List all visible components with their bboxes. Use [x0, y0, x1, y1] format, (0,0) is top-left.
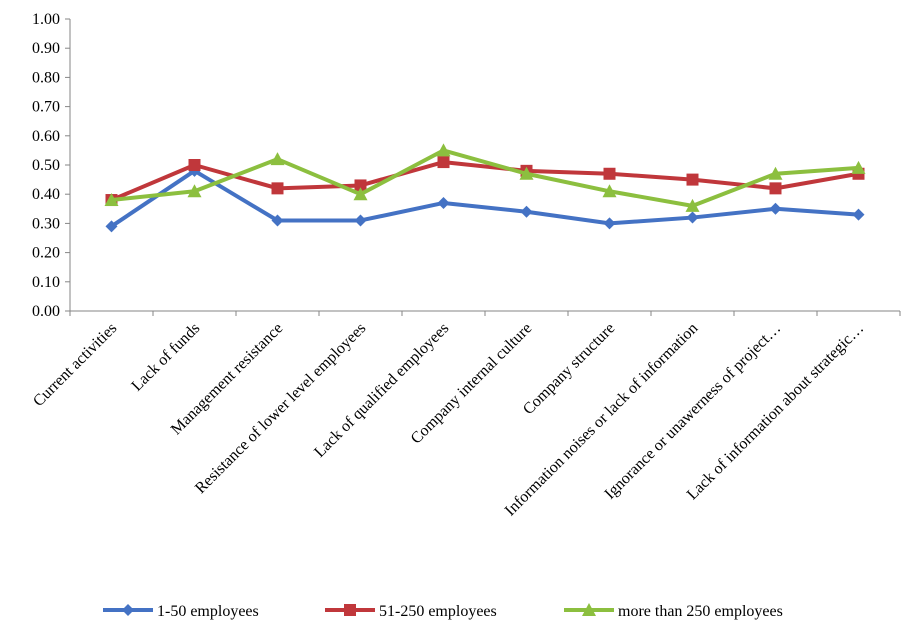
data-point-diamond — [603, 217, 616, 230]
x-tick-label: Lack of qualified employees — [311, 320, 452, 461]
series-3 — [104, 143, 866, 212]
legend-marker — [122, 604, 134, 616]
data-point-triangle — [602, 184, 617, 198]
legend-item: 1-50 employees — [103, 603, 259, 620]
data-point-triangle — [104, 193, 119, 207]
series-line — [111, 148, 859, 208]
y-tick-label: 0.10 — [32, 274, 60, 291]
y-tick-label: 0.70 — [32, 99, 60, 116]
y-tick-label: 1.00 — [32, 11, 60, 28]
data-point-diamond — [271, 214, 284, 227]
data-point-square — [188, 159, 201, 171]
data-point-square — [603, 167, 616, 180]
legend-label: more than 250 employees — [618, 603, 783, 620]
data-point-diamond — [105, 220, 118, 233]
data-point-triangle — [270, 152, 285, 166]
legend: 1-50 employees 51-250 employees more than … — [103, 603, 783, 620]
data-point-diamond — [852, 208, 865, 221]
data-point-triangle — [685, 198, 700, 212]
y-tick-label: 0.90 — [32, 40, 60, 57]
x-tick-label: Lack of information about strategic… — [684, 320, 868, 504]
x-axis: Current activities Lack of fundsManagemen… — [30, 311, 901, 519]
data-point-square — [437, 156, 450, 169]
y-tick-label: 0.20 — [32, 245, 60, 262]
data-point-square — [769, 182, 782, 195]
y-tick-label: 0.60 — [32, 128, 60, 145]
legend-label: 1-50 employees — [157, 603, 259, 620]
y-axis: 0.00 0.10 0.20 0.30 0.40 0.50 0.60 0.70 0.80 0.90… — [32, 11, 70, 320]
x-tick-label: Lack of funds — [128, 320, 203, 395]
data-point-triangle — [768, 166, 783, 180]
data-point-triangle — [436, 143, 451, 157]
y-tick-label: 0.50 — [32, 157, 60, 174]
data-point-diamond — [437, 196, 450, 209]
series-layer — [104, 143, 866, 233]
data-point-square — [354, 179, 367, 192]
x-tick-label: Resistance of lower level employees — [192, 320, 369, 497]
x-tick-label: Ignorance or unawerness of project… — [601, 320, 784, 503]
y-tick-label: 0.00 — [32, 303, 60, 320]
y-tick-label: 0.40 — [32, 186, 60, 203]
data-point-triangle — [519, 166, 534, 180]
legend-item: 51-250 employees — [325, 603, 497, 620]
data-point-square — [271, 182, 284, 195]
data-point-diamond — [520, 205, 533, 218]
legend-marker — [344, 604, 356, 616]
data-point-diamond — [686, 211, 699, 224]
legend-marker — [582, 603, 596, 616]
series-1 — [105, 164, 865, 233]
data-point-triangle — [353, 187, 368, 201]
y-tick-label: 0.80 — [32, 69, 60, 86]
data-point-triangle — [187, 184, 202, 198]
data-point-triangle — [851, 160, 866, 174]
legend-item: more than 250 employees — [564, 603, 783, 620]
x-tick-label: Company structure — [520, 320, 618, 418]
x-tick-label: Current activities — [30, 320, 120, 410]
y-tick-label: 0.30 — [32, 215, 60, 232]
legend-label: 51-250 employees — [379, 603, 497, 620]
data-point-square — [686, 173, 699, 186]
series-line — [110, 168, 859, 228]
data-point-diamond — [354, 214, 367, 227]
data-point-diamond — [769, 202, 782, 215]
